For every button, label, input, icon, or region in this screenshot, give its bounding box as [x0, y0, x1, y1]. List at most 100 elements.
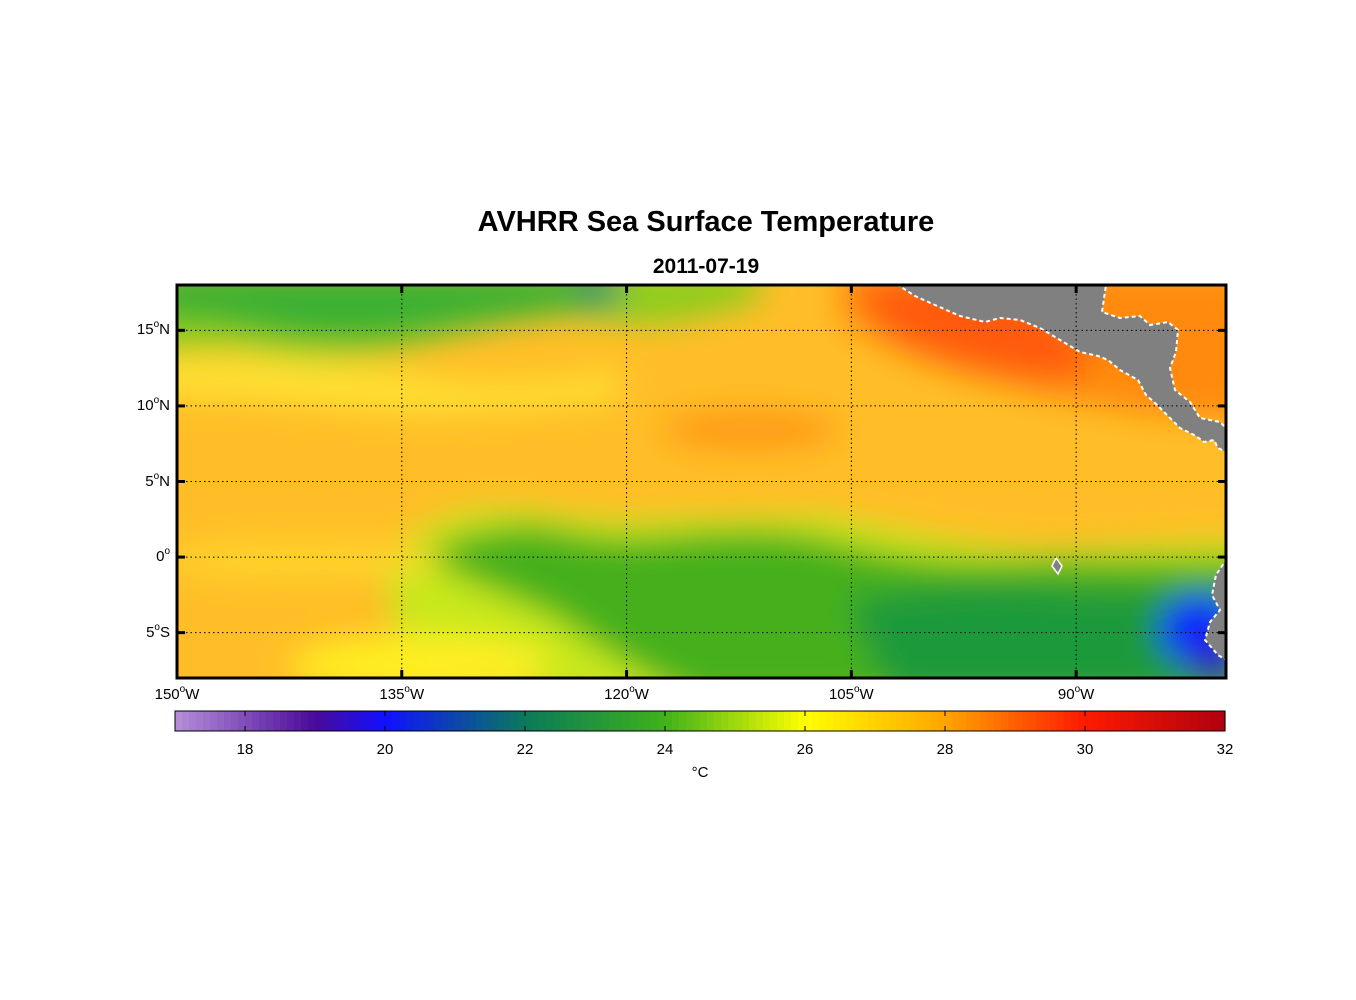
- colorbar-cell-124: [1043, 711, 1051, 731]
- colorbar-cell-3: [196, 711, 204, 731]
- colorbar-label-2: 22: [516, 741, 534, 758]
- colorbar-cell-135: [1120, 711, 1128, 731]
- colorbar-cell-40: [455, 711, 463, 731]
- colorbar-cell-23: [336, 711, 344, 731]
- colorbar-cell-116: [987, 711, 995, 731]
- colorbar-cell-51: [532, 711, 540, 731]
- colorbar-cell-131: [1092, 711, 1100, 731]
- sst-yellow-band: [177, 355, 620, 415]
- colorbar-cell-122: [1029, 711, 1037, 731]
- colorbar-label-7: 32: [1216, 741, 1234, 758]
- colorbar-cell-101: [882, 711, 890, 731]
- colorbar-cell-17: [294, 711, 302, 731]
- colorbar-cell-66: [637, 711, 645, 731]
- colorbar-cell-127: [1064, 711, 1072, 731]
- colorbar-cell-71: [672, 711, 680, 731]
- colorbar-cell-84: [763, 711, 771, 731]
- sst-southwest-yellow: [290, 635, 550, 678]
- colorbar-cell-93: [826, 711, 834, 731]
- colorbar-cell-42: [469, 711, 477, 731]
- sst-band-orange-center: [660, 410, 840, 450]
- colorbar-cell-142: [1169, 711, 1177, 731]
- sst-north-green-core: [177, 285, 620, 341]
- colorbar-label-4: 26: [796, 741, 814, 758]
- colorbar-cell-136: [1127, 711, 1135, 731]
- colorbar-cell-125: [1050, 711, 1058, 731]
- colorbar-cell-56: [567, 711, 575, 731]
- colorbar-cell-21: [322, 711, 330, 731]
- colorbar-cell-25: [350, 711, 358, 731]
- lon-label-1: 135oW: [379, 684, 425, 704]
- colorbar-cell-119: [1008, 711, 1016, 731]
- colorbar-cell-61: [602, 711, 610, 731]
- colorbar-cell-102: [889, 711, 897, 731]
- colorbar-cell-81: [742, 711, 750, 731]
- colorbar-cell-109: [938, 711, 946, 731]
- colorbar-cell-20: [315, 711, 323, 731]
- colorbar-cell-111: [952, 711, 960, 731]
- colorbar-cell-134: [1113, 711, 1121, 731]
- colorbar-cell-16: [287, 711, 295, 731]
- colorbar-cell-148: [1211, 711, 1219, 731]
- colorbar-cell-44: [483, 711, 491, 731]
- sst-north-blue-spot: [576, 285, 620, 304]
- colorbar-cell-113: [966, 711, 974, 731]
- colorbar-cell-24: [343, 711, 351, 731]
- colorbar-cell-144: [1183, 711, 1191, 731]
- colorbar-cell-95: [840, 711, 848, 731]
- colorbar-label-3: 24: [656, 741, 674, 758]
- chart-title: AVHRR Sea Surface Temperature: [477, 206, 935, 238]
- colorbar-cell-96: [847, 711, 855, 731]
- colorbar-cell-58: [581, 711, 589, 731]
- colorbar-cell-67: [644, 711, 652, 731]
- colorbar-cell-30: [385, 711, 393, 731]
- colorbar-cell-73: [686, 711, 694, 731]
- lat-label-0: 15oN: [136, 319, 170, 339]
- colorbar-cell-80: [735, 711, 743, 731]
- colorbar-unit: °C: [691, 764, 709, 781]
- colorbar-cell-88: [791, 711, 799, 731]
- colorbar-cell-94: [833, 711, 841, 731]
- colorbar-cell-64: [623, 711, 631, 731]
- colorbar-cell-55: [560, 711, 568, 731]
- colorbar-cell-137: [1134, 711, 1142, 731]
- colorbar-cell-37: [434, 711, 442, 731]
- colorbar-cell-106: [917, 711, 925, 731]
- colorbar-label-0: 18: [236, 741, 254, 758]
- colorbar-cell-121: [1022, 711, 1030, 731]
- colorbar-label-1: 20: [376, 741, 394, 758]
- colorbar-cell-12: [259, 711, 267, 731]
- colorbar-cell-100: [875, 711, 883, 731]
- map-ticks: [175, 285, 1226, 678]
- chart-subtitle: 2011-07-19: [652, 255, 760, 278]
- colorbar-cell-76: [707, 711, 715, 731]
- colorbar-cell-5: [210, 711, 218, 731]
- colorbar-cell-90: [805, 711, 813, 731]
- colorbar-cell-78: [721, 711, 729, 731]
- colorbar-cell-43: [476, 711, 484, 731]
- colorbar-cell-60: [595, 711, 603, 731]
- colorbar-cell-50: [525, 711, 533, 731]
- colorbar-frame: [174, 710, 1226, 732]
- colorbar-cell-91: [812, 711, 820, 731]
- colorbar-cell-130: [1085, 711, 1093, 731]
- lon-label-3: 105oW: [828, 684, 874, 704]
- sst-field: [177, 285, 1226, 678]
- colorbar-cell-48: [511, 711, 519, 731]
- colorbar-cell-72: [679, 711, 687, 731]
- colorbar-cell-74: [693, 711, 701, 731]
- colorbar-cell-117: [994, 711, 1002, 731]
- lon-label-0: 150oW: [154, 684, 200, 704]
- colorbar-cell-143: [1176, 711, 1184, 731]
- lon-label-2: 120oW: [604, 684, 649, 704]
- south-america-land: [1203, 558, 1226, 662]
- colorbar-cell-114: [973, 711, 981, 731]
- colorbar-cell-47: [504, 711, 512, 731]
- colorbar-cell-54: [553, 711, 561, 731]
- colorbar-cell-128: [1071, 711, 1079, 731]
- colorbar-cell-145: [1190, 711, 1198, 731]
- colorbar-cell-105: [910, 711, 918, 731]
- gridlines: [177, 285, 1226, 678]
- colorbar-cell-82: [749, 711, 757, 731]
